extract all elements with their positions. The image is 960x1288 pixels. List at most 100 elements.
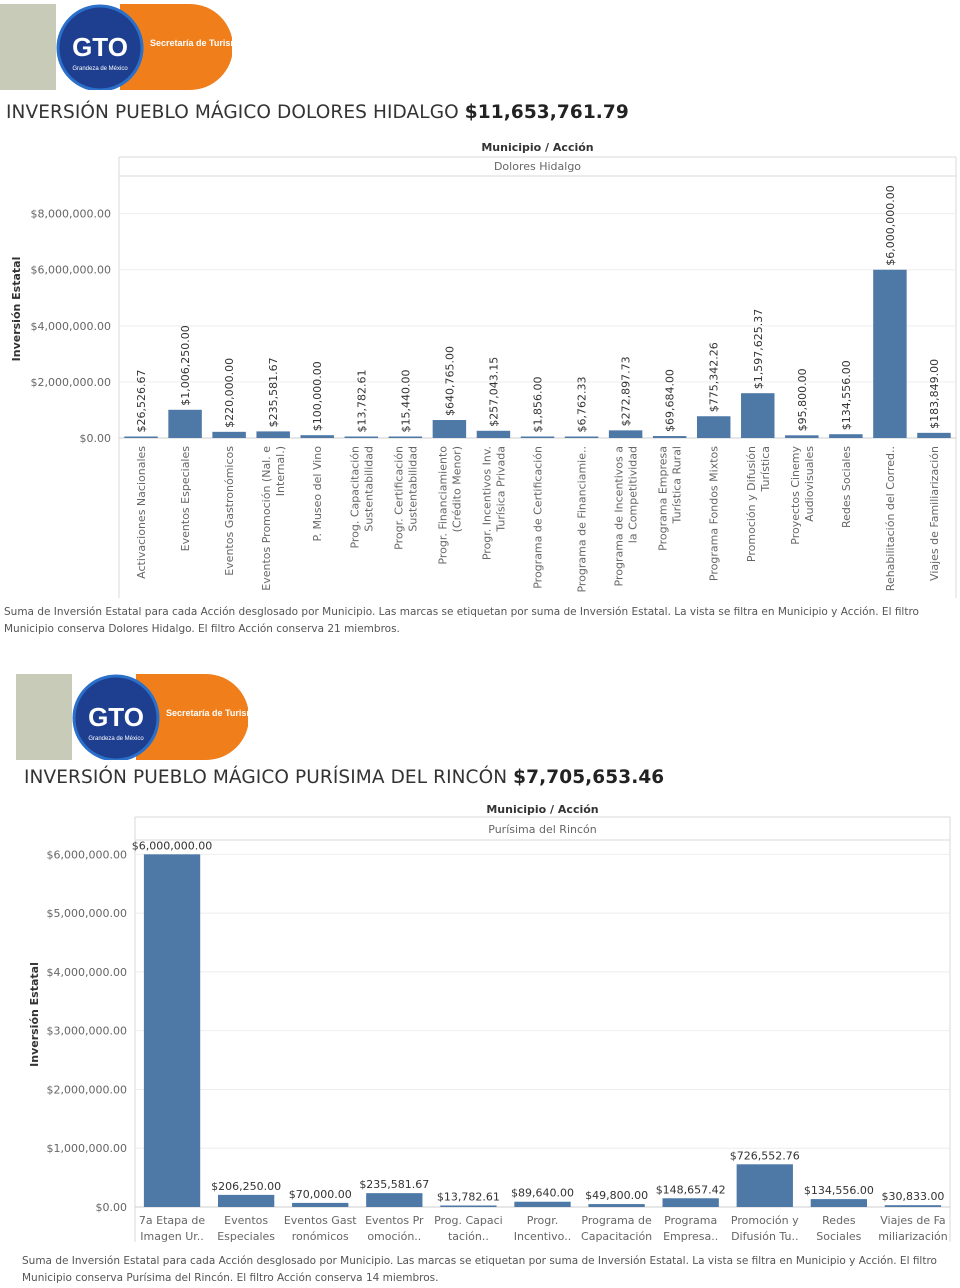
bar (440, 1205, 497, 1207)
chart-caption: Suma de Inversión Estatal para cada Acci… (4, 606, 919, 635)
title-total: $7,705,653.46 (513, 767, 665, 788)
data-label: $272,897.73 (620, 356, 633, 426)
x-tick-label: Internal.) (274, 446, 287, 496)
bar (212, 431, 246, 438)
data-label: $26,526.67 (135, 370, 148, 433)
x-tick-label: la Competitividad (627, 446, 640, 543)
data-label: $1,856.00 (532, 377, 545, 433)
x-tick-label: Eventos Gast (284, 1214, 357, 1227)
x-tick-label: Empresa.. (663, 1230, 718, 1243)
x-tick-label: Capacitación (581, 1230, 652, 1243)
data-label: $220,000.00 (223, 358, 236, 428)
x-tick-label: Promoción y Difusión (745, 446, 758, 562)
bar (388, 436, 423, 438)
x-tick-label: Eventos Promoción (Nal. e (260, 446, 273, 591)
title-text: INVERSIÓN PUEBLO MÁGICO DOLORES HIDALGO (6, 102, 465, 123)
chart-header: Municipio / Acción (486, 803, 598, 816)
bar (300, 435, 334, 438)
x-tick-label: Progr. Financiamiento (436, 446, 449, 565)
x-tick-label: Rehabilitación del Corred.. (884, 446, 897, 591)
y-tick-label: $5,000,000.00 (47, 907, 127, 920)
x-tick-label: Progr. Certificación (392, 446, 405, 550)
logo-department: Secretaría de Turismo (150, 38, 232, 48)
x-tick-label: Programa de (581, 1214, 652, 1227)
data-label: $1,006,250.00 (179, 325, 192, 405)
bar (810, 1199, 868, 1207)
data-label: $134,556.00 (840, 360, 853, 430)
x-tick-label: Programa de Financiamie.. (576, 446, 589, 593)
x-tick-label: Sustentabilidad (406, 446, 419, 532)
gto-logo: GTO Grandeza de México Secretaría de Tur… (0, 4, 232, 90)
data-label: $235,581.67 (359, 1178, 429, 1191)
logo-tagline: Grandeza de México (72, 66, 128, 72)
logo-text: GTO (72, 32, 128, 62)
bar (564, 436, 599, 438)
data-label: $726,552.76 (730, 1149, 800, 1162)
data-label: $206,250.00 (211, 1180, 281, 1193)
data-label: $148,657.42 (656, 1183, 726, 1196)
bar (884, 1205, 942, 1207)
bar (917, 432, 951, 438)
data-label: $640,765.00 (443, 346, 456, 416)
x-tick-label: Redes Sociales (840, 446, 853, 528)
bar (366, 1193, 423, 1207)
x-tick-label: Eventos Especiales (179, 446, 192, 552)
x-tick-label: tación.. (448, 1230, 489, 1243)
bar (873, 269, 907, 438)
data-label: $257,043.15 (487, 357, 500, 427)
bar (736, 1164, 793, 1207)
bar (514, 1201, 571, 1207)
bar (608, 430, 643, 438)
x-tick-label: Programa de Incentivos a (613, 446, 626, 586)
logo-text: GTO (88, 702, 144, 732)
chart-caption: Suma de Inversión Estatal para cada Acci… (22, 1255, 937, 1284)
x-tick-label: Eventos Gastronómicos (223, 446, 236, 576)
data-label: $49,800.00 (585, 1189, 648, 1202)
x-tick-label: 7a Etapa de (139, 1214, 205, 1227)
bar (217, 1194, 275, 1207)
y-tick-label: $2,000,000.00 (31, 376, 111, 389)
bar (292, 1202, 349, 1207)
x-tick-label: Proyectos Cinemy (789, 446, 802, 545)
x-tick-label: Prog. Capaci (434, 1214, 503, 1227)
x-tick-label: Promoción y (731, 1214, 799, 1227)
bar (256, 431, 290, 438)
x-tick-label: Redes (822, 1214, 856, 1227)
data-label: $15,440.00 (399, 370, 412, 433)
x-tick-label: Imagen Ur.. (140, 1230, 203, 1243)
data-label: $100,000.00 (311, 361, 324, 431)
chart-header: Municipio / Acción (481, 141, 593, 154)
bar (124, 436, 158, 438)
data-label: $13,782.61 (355, 370, 368, 433)
facet-label: Purísima del Rincón (488, 823, 596, 836)
bar (520, 436, 555, 438)
facet-label: Dolores Hidalgo (494, 160, 581, 173)
x-tick-label: Programa Fondos Mixtos (708, 446, 721, 581)
x-tick-label: Audiovisuales (803, 446, 816, 522)
x-tick-label: miliarización (878, 1230, 948, 1243)
data-label: $95,800.00 (796, 368, 809, 431)
y-tick-label: $0.00 (80, 432, 112, 445)
gto-logo: GTO Grandeza de México Secretaría de Tur… (16, 674, 248, 760)
data-label: $1,597,625.37 (752, 309, 765, 389)
title-total: $11,653,761.79 (464, 102, 629, 123)
x-tick-label: Incentivo.. (514, 1230, 571, 1243)
y-tick-label: $2,000,000.00 (47, 1083, 127, 1096)
purisima-del-rincon-panel: GTO Grandeza de México Secretaría de Tur… (0, 672, 960, 1288)
data-label: $6,000,000.00 (132, 839, 212, 852)
data-label: $6,762.33 (576, 377, 589, 433)
bar (168, 409, 202, 438)
x-tick-label: Turística Rural (671, 446, 684, 524)
bar (741, 393, 775, 438)
x-tick-label: (Crédito Menor) (450, 446, 463, 532)
x-tick-label: Sustentabilidad (362, 446, 375, 532)
bar (829, 434, 863, 438)
y-tick-label: $6,000,000.00 (31, 264, 111, 277)
y-tick-label: $8,000,000.00 (31, 208, 111, 221)
page-title: INVERSIÓN PUEBLO MÁGICO PURÍSIMA DEL RIN… (24, 767, 664, 788)
x-tick-label: Programa de Certificación (532, 446, 545, 589)
bar (432, 420, 467, 438)
y-axis-title: Inversión Estatal (28, 962, 41, 1067)
bar (476, 430, 511, 438)
bar-chart-dolores-hidalgo: Municipio / Acción Dolores Hidalgo $0.00 $2… (10, 141, 957, 598)
